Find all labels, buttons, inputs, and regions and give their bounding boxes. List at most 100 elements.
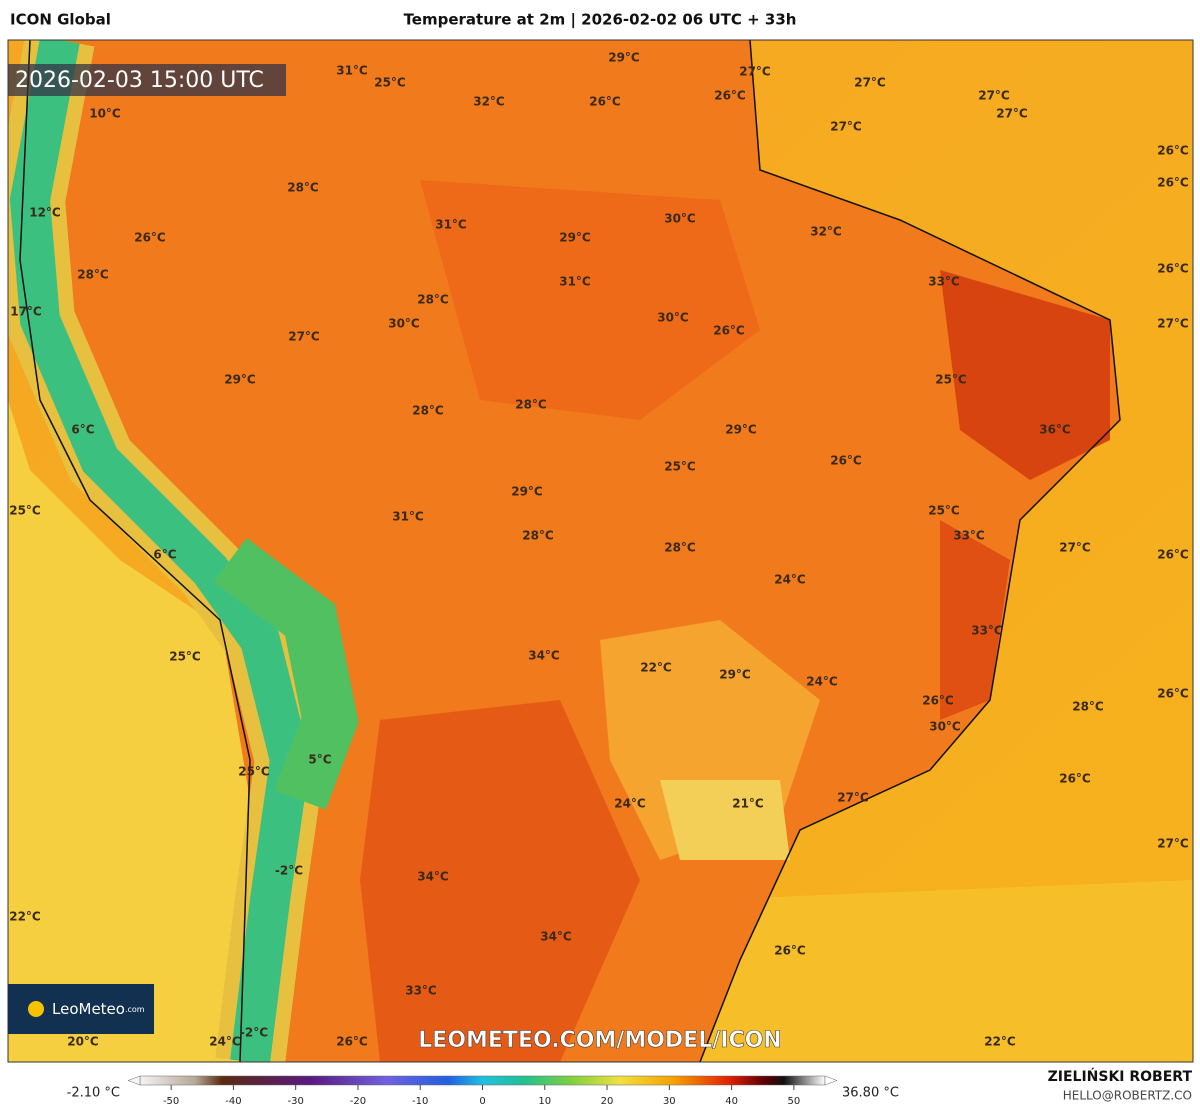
temperature-label: 26°C xyxy=(336,1035,368,1049)
temperature-label: 28°C xyxy=(417,293,449,307)
temperature-label: 24°C xyxy=(806,675,838,689)
temperature-label: 31°C xyxy=(336,64,368,78)
temperature-label: 30°C xyxy=(388,317,420,331)
temperature-label: 24°C xyxy=(209,1035,241,1049)
temperature-label: 30°C xyxy=(664,212,696,226)
temperature-label: 29°C xyxy=(511,485,543,499)
temperature-label: 22°C xyxy=(640,661,672,675)
colorbar-tick-label: -40 xyxy=(225,1096,241,1107)
temperature-label: 26°C xyxy=(713,324,745,338)
temperature-label: 32°C xyxy=(810,225,842,239)
temperature-label: 31°C xyxy=(392,510,424,524)
temperature-label: 26°C xyxy=(1157,262,1189,276)
temperature-label: 34°C xyxy=(417,870,449,884)
temperature-label: 27°C xyxy=(739,65,771,79)
temperature-label: 29°C xyxy=(559,231,591,245)
logo-suffix: .com xyxy=(125,1005,145,1014)
temperature-label: 6°C xyxy=(71,423,94,437)
temperature-label: 29°C xyxy=(725,423,757,437)
temperature-label: 28°C xyxy=(1072,700,1104,714)
temperature-label: 29°C xyxy=(224,373,256,387)
colorbar-tick-label: 10 xyxy=(538,1096,551,1107)
temperature-label: 30°C xyxy=(657,311,689,325)
temperature-label: 36°C xyxy=(1039,423,1071,437)
temperature-label: 12°C xyxy=(29,206,61,220)
temperature-label: 28°C xyxy=(77,268,109,282)
temperature-label: 25°C xyxy=(238,765,270,779)
temperature-label: 27°C xyxy=(830,120,862,134)
colorbar-tick-label: 20 xyxy=(601,1096,614,1107)
temperature-label: 25°C xyxy=(935,373,967,387)
temperature-label: 31°C xyxy=(435,218,467,232)
temperature-label: 26°C xyxy=(774,944,806,958)
temperature-label: 10°C xyxy=(89,107,121,121)
temperature-label: 24°C xyxy=(774,573,806,587)
temperature-label: 25°C xyxy=(664,460,696,474)
temperature-label: 25°C xyxy=(374,76,406,90)
colorbar-tick-label: -10 xyxy=(412,1096,428,1107)
temperature-label: 33°C xyxy=(953,529,985,543)
temperature-label: 27°C xyxy=(978,89,1010,103)
colorbar-tick-label: -20 xyxy=(350,1096,366,1107)
temperature-label: -2°C xyxy=(275,864,303,878)
temperature-label: 25°C xyxy=(928,504,960,518)
map-background xyxy=(8,40,1193,1062)
colorbar-tick-label: 40 xyxy=(725,1096,738,1107)
temperature-label: 26°C xyxy=(1059,772,1091,786)
temperature-label: 33°C xyxy=(405,984,437,998)
temperature-labels: 31°C 25°C 32°C 29°C 26°C 27°C 26°C 27°C 27°C 27°C… xyxy=(9,51,1189,1049)
temperature-label: 22°C xyxy=(9,910,41,924)
temperature-label: 26°C xyxy=(589,95,621,109)
temperature-label: 31°C xyxy=(559,275,591,289)
temperature-label: 5°C xyxy=(308,753,331,767)
colorbar-tick-label: 30 xyxy=(663,1096,676,1107)
temperature-label: 28°C xyxy=(287,181,319,195)
temperature-label: 22°C xyxy=(984,1035,1016,1049)
temperature-label: 26°C xyxy=(1157,687,1189,701)
temperature-label: 27°C xyxy=(288,330,320,344)
colorbar-arrow xyxy=(127,1075,141,1086)
temperature-label: 29°C xyxy=(608,51,640,65)
temperature-label: 24°C xyxy=(614,797,646,811)
temperature-label: 25°C xyxy=(9,504,41,518)
colorbar-tick-label: -50 xyxy=(163,1096,179,1107)
temperature-label: 30°C xyxy=(929,720,961,734)
temperature-label: 28°C xyxy=(522,529,554,543)
temperature-label: 21°C xyxy=(732,797,764,811)
valid-time: 2026-02-03 15:00 UTC xyxy=(15,68,264,93)
logo-text: LeoMeteo.com xyxy=(52,1000,145,1018)
colorbar-arrow xyxy=(824,1075,838,1086)
temperature-label: 32°C xyxy=(473,95,505,109)
temperature-label: 26°C xyxy=(1157,548,1189,562)
temperature-label: 27°C xyxy=(1157,317,1189,331)
temperature-label: 29°C xyxy=(719,668,751,682)
temperature-label: 27°C xyxy=(996,107,1028,121)
colorbar xyxy=(139,1075,826,1086)
temperature-label: 34°C xyxy=(540,930,572,944)
temperature-label: -2°C xyxy=(240,1026,268,1040)
temperature-label: 26°C xyxy=(1157,144,1189,158)
temperature-label: 27°C xyxy=(1157,837,1189,851)
temperature-label: 27°C xyxy=(854,76,886,90)
temperature-label: 6°C xyxy=(153,548,176,562)
logo-name: LeoMeteo xyxy=(52,1000,125,1018)
watermark: LEOMETEO.COM/MODEL/ICON xyxy=(418,1028,781,1053)
colorbar-tick-label: 0 xyxy=(479,1096,485,1107)
chart-title: Temperature at 2m | 2026-02-02 06 UTC + … xyxy=(404,11,797,30)
temperature-label: 33°C xyxy=(928,275,960,289)
temperature-label: 34°C xyxy=(528,649,560,663)
temperature-label: 25°C xyxy=(169,650,201,664)
temperature-label: 26°C xyxy=(830,454,862,468)
temperature-label: 33°C xyxy=(971,624,1003,638)
temperature-label: 26°C xyxy=(1157,176,1189,190)
email: HELLO@ROBERTZ.CO xyxy=(1063,1089,1192,1103)
temperature-label: 17°C xyxy=(10,305,42,319)
temperature-label: 28°C xyxy=(664,541,696,555)
min-label: -2.10 °C xyxy=(67,1086,120,1101)
logo-sun xyxy=(28,1001,44,1017)
time-box xyxy=(8,64,286,96)
model-name: ICON Global xyxy=(10,11,111,29)
temperature-label: 27°C xyxy=(837,791,869,805)
